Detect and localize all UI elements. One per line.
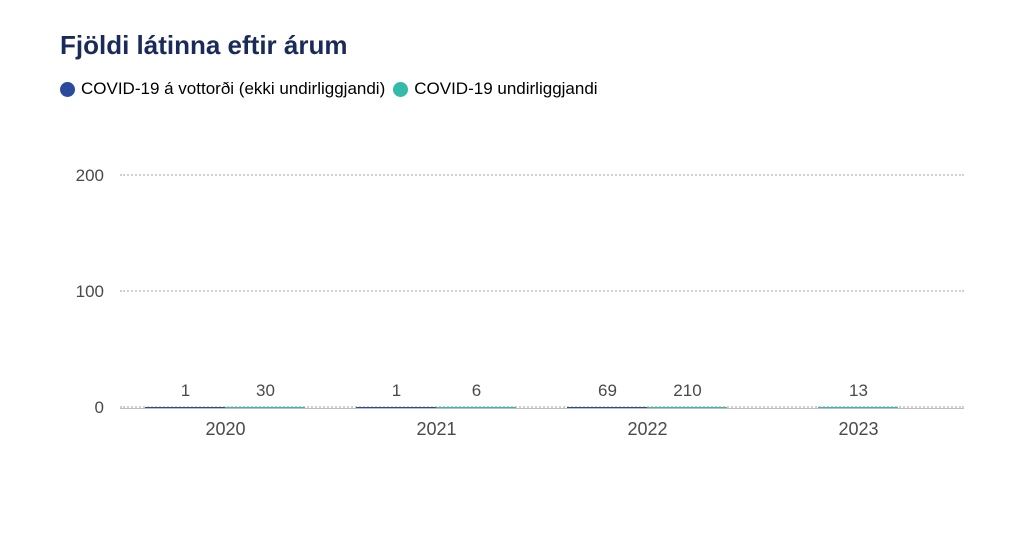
legend-item-series-1: COVID-19 á vottorði (ekki undirliggjandi… — [60, 79, 385, 99]
bar-group-3: 13 — [766, 407, 952, 408]
bar-value-label: 69 — [598, 381, 617, 401]
bar-value-label: 6 — [472, 381, 481, 401]
ytick-label: 100 — [76, 282, 120, 302]
bar-value-label: 210 — [673, 381, 701, 401]
legend-label: COVID-19 undirliggjandi — [414, 79, 597, 99]
bar-group-2: 69 210 — [555, 407, 741, 408]
bar-s2: 210 — [647, 407, 727, 408]
bar-group-0: 1 30 — [133, 407, 319, 408]
x-axis-labels: 2020 2021 2022 2023 — [120, 409, 964, 449]
plot-wrapper: 0 100 200 1 30 1 — [100, 129, 964, 449]
bar-value-label: 1 — [392, 381, 401, 401]
bar-value-label: 30 — [256, 381, 275, 401]
x-label: 2023 — [766, 419, 952, 440]
chart-title: Fjöldi látinna eftir árum — [60, 30, 964, 61]
legend-item-series-2: COVID-19 undirliggjandi — [393, 79, 597, 99]
bar-s1: 69 — [567, 407, 647, 408]
bar-value-label: 13 — [849, 381, 868, 401]
bar-s1: 1 — [145, 407, 225, 408]
legend: COVID-19 á vottorði (ekki undirliggjandi… — [60, 79, 964, 99]
bar-value-label: 1 — [181, 381, 190, 401]
bar-s1: 1 — [356, 407, 436, 408]
bar-s2: 30 — [225, 407, 305, 408]
bar-group-1: 1 6 — [344, 407, 530, 408]
x-label: 2022 — [555, 419, 741, 440]
legend-label: COVID-19 á vottorði (ekki undirliggjandi… — [81, 79, 385, 99]
bar-s2: 13 — [818, 407, 898, 408]
legend-dot-icon — [60, 82, 75, 97]
ytick-label: 0 — [95, 398, 120, 418]
legend-dot-icon — [393, 82, 408, 97]
bar-s2: 6 — [436, 407, 516, 408]
bars-row: 1 30 1 6 69 — [120, 129, 964, 408]
x-label: 2020 — [133, 419, 319, 440]
chart-container: Fjöldi látinna eftir árum COVID-19 á vot… — [0, 0, 1024, 533]
x-label: 2021 — [344, 419, 530, 440]
ytick-label: 200 — [76, 166, 120, 186]
plot-area: 0 100 200 1 30 1 — [120, 129, 964, 409]
